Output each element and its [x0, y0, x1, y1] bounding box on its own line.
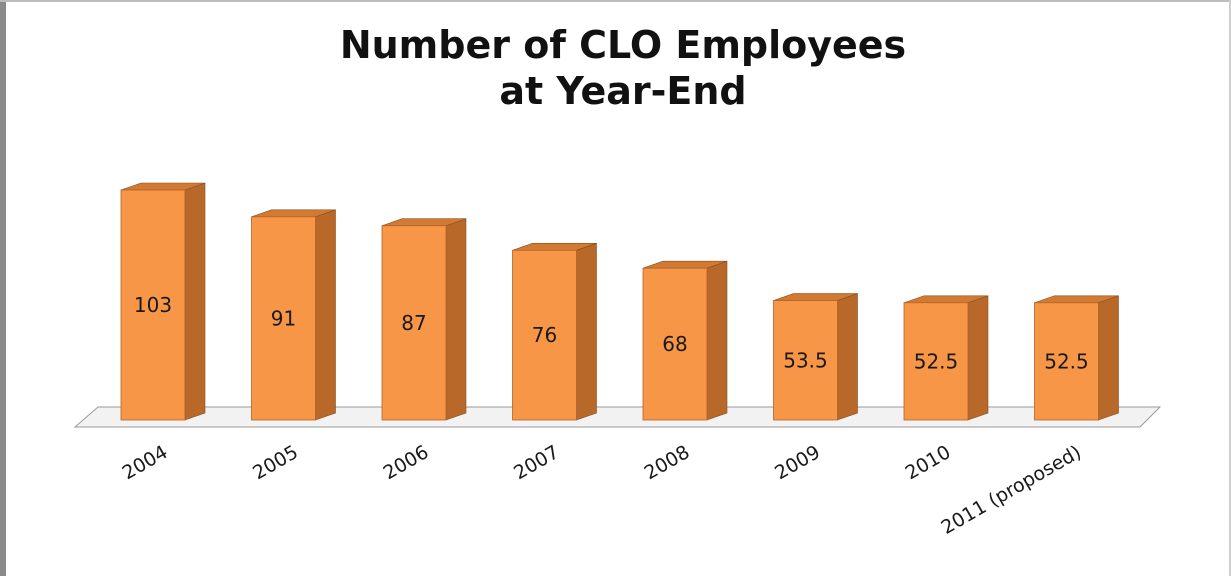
x-tick-label-0: 2004 — [119, 441, 172, 484]
x-tick-label-2: 2006 — [380, 441, 433, 484]
bar-series: 103 2004 91 2005 87 2006 76 2007 68 2008 53.5 2009 5… — [119, 182, 1119, 539]
data-label-2005: 91 — [271, 306, 296, 330]
bar-2008 — [642, 267, 708, 421]
bar-side-2011 (proposed) — [1098, 295, 1119, 421]
bar-side-2004 — [184, 182, 206, 421]
bar-side-2010 — [967, 295, 989, 421]
data-label-2011 (proposed): 52.5 — [1044, 349, 1089, 373]
data-label-2009: 53.5 — [783, 348, 828, 372]
bar-side-2008 — [706, 260, 728, 421]
data-label-2006: 87 — [401, 311, 426, 335]
data-label-2004: 103 — [134, 293, 172, 317]
bar-2007 — [512, 249, 577, 421]
chart-title: Number of CLO Employees at Year-End — [339, 23, 907, 113]
bar-2005 — [251, 216, 316, 421]
chart-floor — [73, 406, 1162, 428]
bar-2004 — [120, 189, 186, 421]
x-tick-label-4: 2008 — [641, 441, 694, 484]
data-label-2010: 52.5 — [914, 349, 959, 373]
bar-side-2009 — [837, 293, 858, 421]
bar-2011 (proposed) — [1034, 302, 1099, 421]
bar-2009 — [773, 300, 838, 421]
x-tick-label-5: 2009 — [771, 441, 824, 484]
bar-side-2006 — [445, 218, 467, 421]
frame-top-edge — [0, 0, 1231, 2]
frame-left-edge — [0, 0, 6, 576]
frame-right-edge — [1229, 0, 1231, 576]
data-label-2007: 76 — [532, 323, 557, 347]
x-tick-label-1: 2005 — [249, 441, 302, 484]
data-label-2008: 68 — [662, 332, 687, 356]
bar-side-2005 — [315, 209, 336, 421]
bar-2010 — [903, 302, 969, 421]
x-tick-label-6: 2010 — [902, 441, 955, 484]
bar-side-2007 — [576, 242, 597, 421]
bar-2006 — [381, 225, 447, 421]
x-tick-label-7: 2011 (proposed) — [937, 441, 1085, 539]
x-tick-label-3: 2007 — [510, 441, 563, 484]
